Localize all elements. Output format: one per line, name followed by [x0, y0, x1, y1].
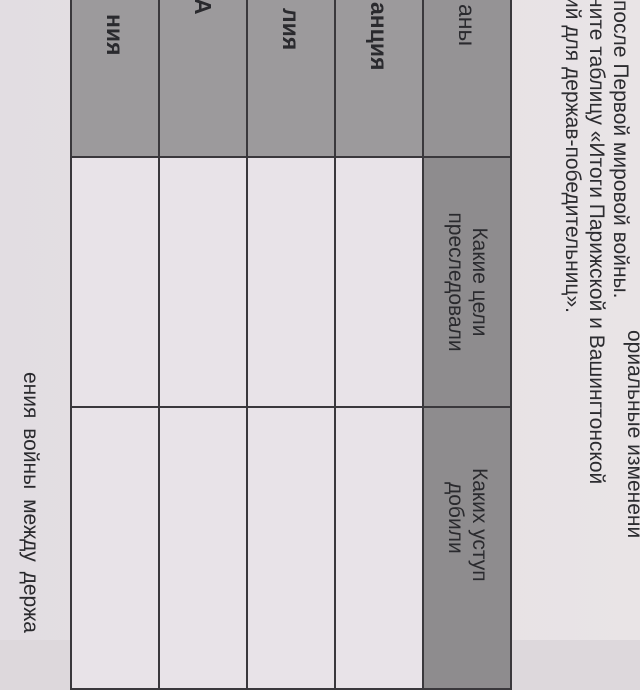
answer-cell[interactable]: [71, 407, 159, 689]
instruction-line: ий для держав-победительниц».: [561, 0, 584, 313]
table-row: ния: [71, 0, 159, 689]
country-name: А: [190, 0, 217, 15]
header-text: добили: [444, 482, 467, 554]
answer-cell[interactable]: [247, 407, 335, 689]
following-text: ения войны между держа: [19, 372, 42, 633]
answer-cell[interactable]: [159, 157, 247, 407]
answer-cell[interactable]: [71, 157, 159, 407]
header-text: Какие цели: [468, 227, 491, 337]
table-row: лия: [247, 0, 335, 689]
answer-cell[interactable]: [335, 157, 423, 407]
header-goals: Какие цели преследовали: [423, 157, 511, 407]
table-row: анция: [335, 0, 423, 689]
table-row: А: [159, 0, 247, 689]
header-text: преследовали: [444, 212, 467, 352]
country-name: ния: [102, 14, 129, 56]
header-concessions: Каких уступ добили: [423, 407, 511, 689]
answer-cell[interactable]: [159, 407, 247, 689]
instruction-line: после Первой мировой войны.: [609, 0, 632, 299]
results-table: аны Какие цели преследовали Каких уступ …: [70, 0, 512, 690]
answer-cell[interactable]: [247, 157, 335, 407]
table-header-row: аны Какие цели преследовали Каких уступ …: [423, 0, 511, 689]
country-name: анция: [366, 2, 393, 71]
instruction-line: ориальные изменени: [623, 330, 640, 539]
answer-cell[interactable]: [335, 407, 423, 689]
instruction-line: ните таблицу «Итоги Парижской и Вашингто…: [585, 0, 608, 485]
header-text: Каких уступ: [468, 468, 491, 582]
country-name: лия: [278, 8, 305, 51]
header-countries: аны: [423, 0, 511, 157]
